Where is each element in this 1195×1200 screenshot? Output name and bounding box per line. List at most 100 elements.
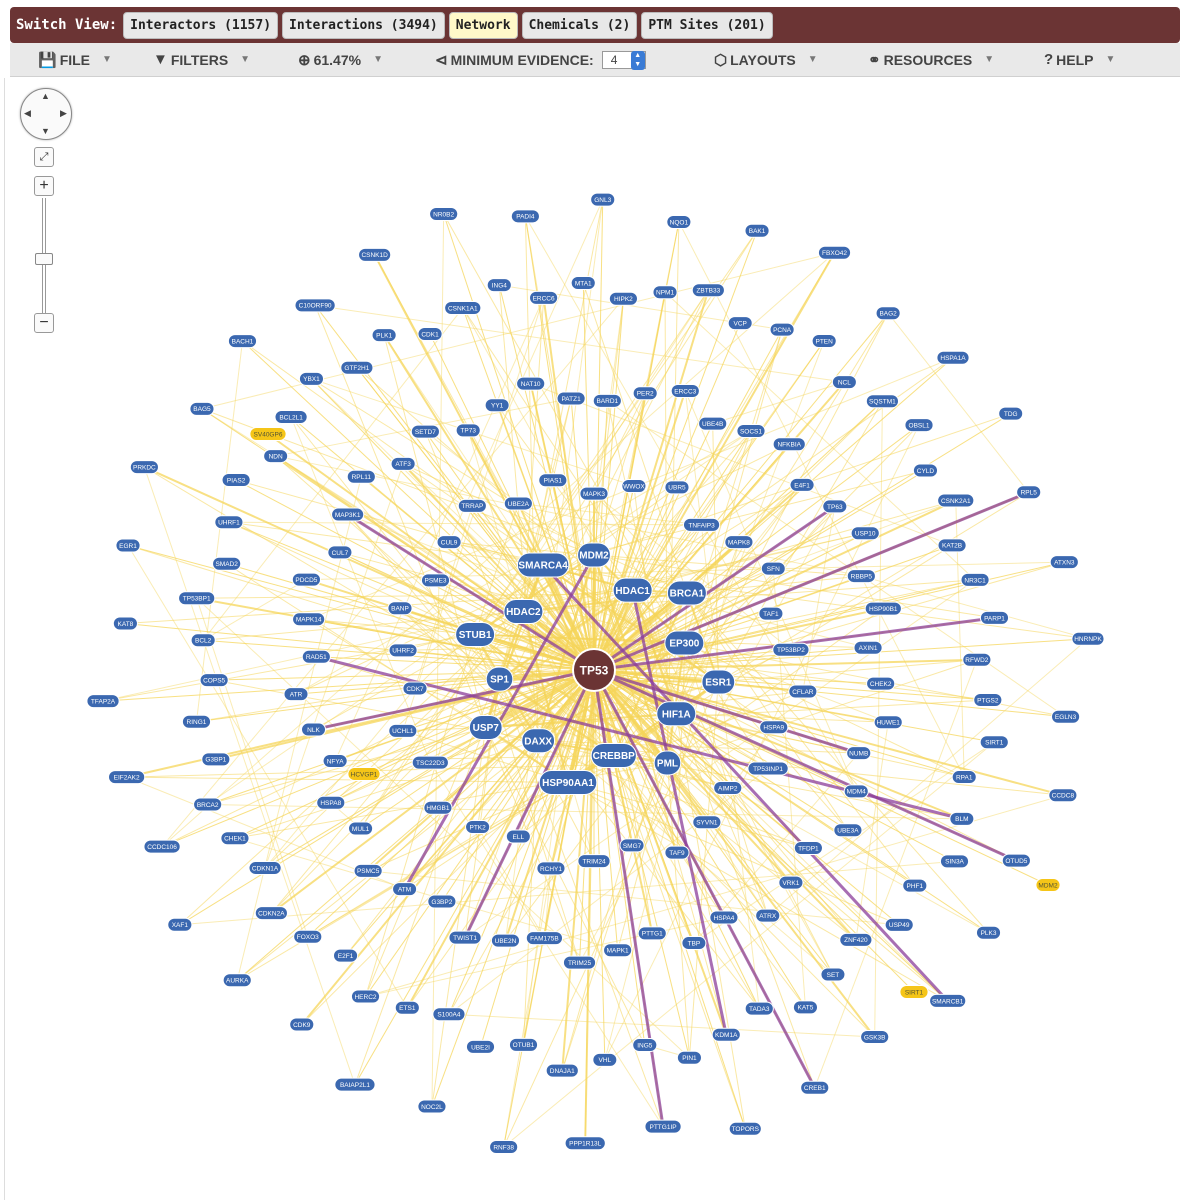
minimum-evidence-input[interactable]: 4 ▲ ▼ <box>601 50 646 70</box>
network-node[interactable]: TBP <box>681 936 707 951</box>
node-shape[interactable] <box>298 371 325 386</box>
network-node[interactable]: E4F1 <box>789 477 815 492</box>
network-node[interactable]: ING4 <box>486 278 512 293</box>
network-node[interactable]: UBE2A <box>503 496 533 511</box>
node-shape[interactable] <box>347 767 381 781</box>
node-shape[interactable] <box>755 908 781 923</box>
network-node-major[interactable]: ESR1 <box>701 669 736 695</box>
interaction-edge[interactable] <box>383 335 487 728</box>
interaction-edge[interactable] <box>593 607 884 671</box>
node-shape[interactable] <box>485 666 514 692</box>
node-shape[interactable] <box>525 931 564 946</box>
node-shape[interactable] <box>758 606 784 621</box>
network-node[interactable]: BLM <box>949 811 975 826</box>
interaction-edge[interactable] <box>462 307 595 671</box>
interaction-edge[interactable] <box>887 312 1030 493</box>
tab-ptm-sites[interactable]: PTM Sites (201) <box>641 11 773 39</box>
interaction-edge[interactable] <box>335 754 614 762</box>
network-node[interactable]: CHEK2 <box>866 676 896 691</box>
network-node-major[interactable]: HIF1A <box>656 701 697 727</box>
network-node[interactable]: NR0B2 <box>429 206 459 221</box>
interaction-edge[interactable] <box>196 597 595 671</box>
interaction-edge[interactable] <box>485 727 580 963</box>
network-node[interactable]: AURKA <box>222 973 252 988</box>
network-node[interactable]: RAD51 <box>301 649 331 664</box>
node-shape[interactable] <box>839 932 873 947</box>
pan-right-icon[interactable]: ▶ <box>60 108 67 118</box>
network-node[interactable]: VHL <box>592 1052 618 1067</box>
interaction-edge[interactable] <box>406 782 569 1009</box>
interaction-edge[interactable] <box>593 423 714 671</box>
node-shape[interactable] <box>873 715 903 730</box>
node-shape[interactable] <box>490 933 521 948</box>
network-node[interactable]: TRIM24 <box>577 854 611 869</box>
network-node[interactable]: KAT8 <box>112 616 138 631</box>
interaction-edge[interactable] <box>550 590 634 869</box>
interaction-edge[interactable] <box>143 466 356 1085</box>
interaction-edge[interactable] <box>367 669 595 872</box>
interaction-edge[interactable] <box>406 669 595 1009</box>
interaction-edge[interactable] <box>127 545 408 1009</box>
node-shape[interactable] <box>744 223 770 238</box>
interaction-edge[interactable] <box>179 669 595 926</box>
node-shape[interactable] <box>353 863 383 878</box>
node-shape[interactable] <box>843 784 869 799</box>
node-shape[interactable] <box>709 910 739 925</box>
interaction-edge[interactable] <box>593 199 604 671</box>
node-shape[interactable] <box>744 1001 774 1016</box>
network-node[interactable]: EGR1 <box>115 538 141 553</box>
node-shape[interactable] <box>254 906 288 921</box>
interaction-edge[interactable] <box>464 740 539 938</box>
network-node[interactable]: EIF2AK2 <box>108 770 146 785</box>
node-shape[interactable] <box>929 993 967 1008</box>
interaction-edge[interactable] <box>543 868 552 939</box>
node-shape[interactable] <box>291 572 321 587</box>
network-node[interactable]: PIN1 <box>676 1050 702 1065</box>
chemical-node[interactable]: MDM2 <box>1035 878 1061 892</box>
interaction-edge[interactable] <box>311 378 595 671</box>
network-node[interactable]: BAK1 <box>744 223 770 238</box>
interaction-edge[interactable] <box>593 532 866 671</box>
node-shape[interactable] <box>664 480 690 495</box>
interaction-edge[interactable] <box>593 505 836 672</box>
node-shape[interactable] <box>108 770 146 785</box>
network-node[interactable]: PPP1R13L <box>564 1136 606 1151</box>
network-node[interactable]: PRKDC <box>129 460 159 475</box>
node-shape[interactable] <box>505 829 531 844</box>
node-shape[interactable] <box>632 1037 658 1052</box>
node-shape[interactable] <box>865 394 900 409</box>
node-shape[interactable] <box>979 610 1010 625</box>
interaction-edge[interactable] <box>667 659 978 764</box>
interaction-edge[interactable] <box>499 357 954 680</box>
node-shape[interactable] <box>429 206 459 221</box>
network-node[interactable]: CSNK1D <box>358 247 392 262</box>
network-node[interactable]: CDKN2A <box>254 906 288 921</box>
network-node[interactable]: HSPA4 <box>709 910 739 925</box>
node-shape[interactable] <box>274 410 308 424</box>
network-node-major[interactable]: HDAC2 <box>503 599 544 625</box>
node-shape[interactable] <box>402 681 428 696</box>
interaction-edge[interactable] <box>202 307 464 641</box>
network-node[interactable]: CDK9 <box>289 1017 315 1032</box>
node-shape[interactable] <box>327 545 353 560</box>
network-node[interactable]: SET <box>820 967 846 982</box>
node-shape[interactable] <box>960 572 990 587</box>
node-shape[interactable] <box>936 350 970 365</box>
network-node[interactable]: ZNF420 <box>839 932 873 947</box>
interaction-edge[interactable] <box>504 669 595 941</box>
network-node[interactable]: S100A4 <box>432 1007 466 1022</box>
interaction-edge[interactable] <box>431 727 487 1107</box>
network-node[interactable]: RFWD2 <box>962 652 992 667</box>
network-node[interactable]: MAPK3 <box>579 486 609 501</box>
interaction-edge[interactable] <box>593 638 1089 671</box>
network-node[interactable]: G3BP2 <box>427 894 457 909</box>
network-node[interactable]: ATM <box>392 882 418 897</box>
pan-down-icon[interactable]: ▼ <box>41 126 50 136</box>
network-node[interactable]: RPA1 <box>951 770 977 785</box>
interaction-edge[interactable] <box>226 563 595 671</box>
node-shape[interactable] <box>503 496 533 511</box>
interaction-edge[interactable] <box>463 669 596 939</box>
node-shape[interactable] <box>1049 555 1079 570</box>
node-shape[interactable] <box>619 838 645 853</box>
network-node[interactable]: SYVN1 <box>692 815 722 830</box>
